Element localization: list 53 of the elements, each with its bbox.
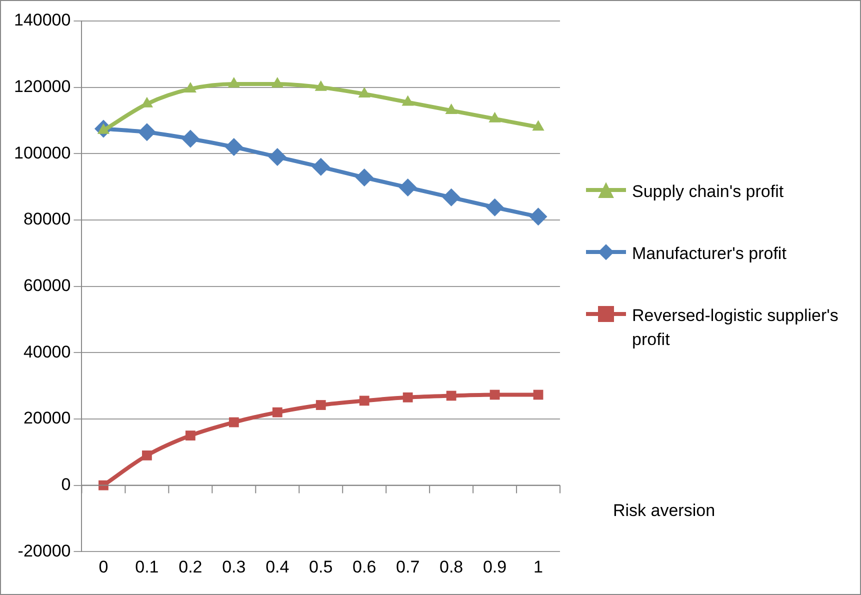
- x-tick-label: 0.6: [352, 557, 376, 576]
- x-tick-label: 0.3: [222, 557, 246, 576]
- point: [486, 198, 504, 216]
- point: [490, 390, 500, 400]
- x-tick-label: 0.5: [309, 557, 333, 576]
- point: [138, 123, 156, 142]
- point: [402, 392, 413, 402]
- y-tick-label: 100000: [14, 143, 71, 162]
- legend-label: Supply chain's profit: [632, 181, 784, 204]
- point: [533, 390, 544, 400]
- point: [272, 407, 282, 418]
- x-tick-label: 1: [534, 557, 543, 576]
- point: [312, 158, 330, 176]
- y-tick-label: 140000: [14, 10, 71, 30]
- point: [445, 104, 458, 114]
- x-tick-label: 0.8: [439, 557, 464, 576]
- point: [446, 390, 456, 401]
- x-axis-title: Risk aversion: [613, 501, 716, 522]
- x-tick-label: 0.4: [266, 557, 290, 576]
- point: [488, 112, 501, 122]
- point: [228, 77, 240, 88]
- x-tick-label: 0.9: [482, 557, 507, 576]
- x-tick-label: 0.1: [135, 557, 159, 576]
- point: [442, 188, 460, 206]
- legend-label: Reversed-logistic supplier's profit: [632, 305, 840, 352]
- point: [224, 138, 243, 156]
- point: [359, 396, 370, 406]
- point: [529, 208, 548, 226]
- point: [185, 430, 196, 440]
- point: [314, 80, 327, 91]
- point: [355, 168, 374, 187]
- point: [398, 178, 417, 196]
- point: [142, 450, 152, 460]
- x-tick-label: 0.7: [396, 557, 420, 576]
- point: [228, 417, 239, 428]
- y-tick-label: -20000: [18, 541, 71, 560]
- y-tick-label: 120000: [14, 77, 71, 96]
- x-tick-label: 0.2: [178, 557, 202, 576]
- y-tick-label: 0: [61, 474, 71, 494]
- legend-label: Manufacturer's profit: [632, 243, 786, 266]
- y-tick-label: 60000: [23, 276, 71, 295]
- point: [532, 120, 544, 131]
- point: [402, 95, 414, 106]
- x-tick-label: 0: [98, 557, 108, 576]
- y-tick-label: 20000: [23, 408, 71, 428]
- point: [184, 82, 196, 92]
- y-tick-label: 40000: [23, 342, 71, 362]
- point: [271, 77, 284, 88]
- point: [181, 130, 200, 148]
- y-tick-label: 80000: [23, 210, 71, 229]
- point: [316, 400, 326, 410]
- point: [268, 148, 286, 166]
- point: [358, 86, 370, 98]
